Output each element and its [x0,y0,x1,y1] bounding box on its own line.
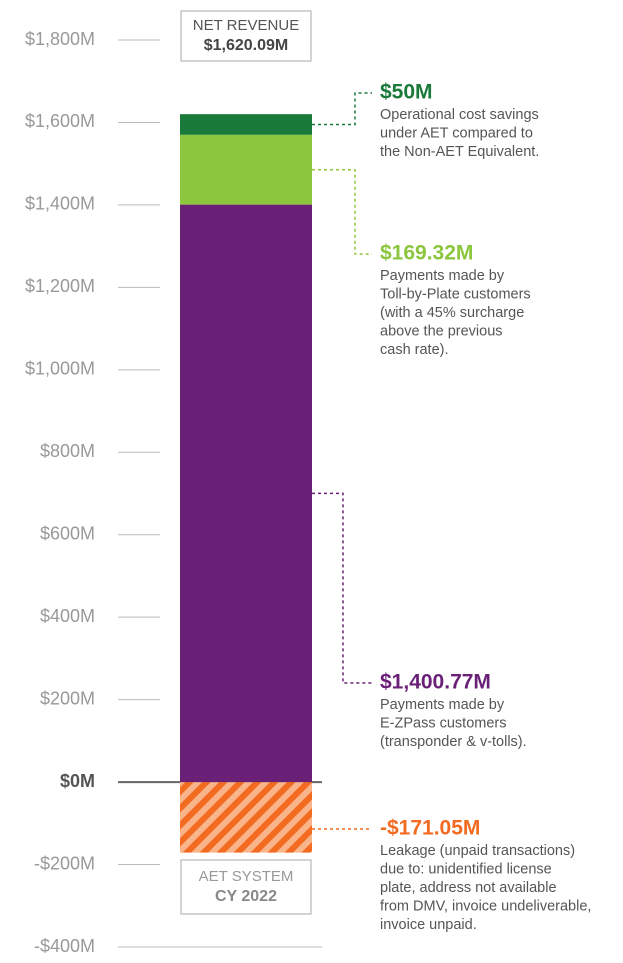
y-tick-label: $600M [40,523,95,543]
annotation-text: Payments made by [380,268,505,284]
value-label: $50M [380,81,433,104]
annotation-text: invoice unpaid. [380,917,477,933]
annotation-text: Operational cost savings [380,107,539,123]
y-tick-label: $1,400M [25,194,95,214]
y-tick-label: -$400M [34,936,95,956]
bar-segment [180,204,312,783]
annotation-text: under AET compared to [380,125,533,141]
annotation-text: Toll-by-Plate customers [380,286,531,302]
annotation-text: due to: unidentified license [380,861,552,877]
annotation-text: the Non-AET Equivalent. [380,144,539,160]
annotation-text: E-ZPass customers [380,715,507,731]
bar-segment [180,134,312,205]
connector [312,92,372,126]
annotation-text: cash rate). [380,342,449,358]
label-box [180,859,312,915]
annotation-text: Leakage (unpaid transactions) [380,843,575,859]
box-value: CY 2022 [215,888,277,905]
y-tick-label: $1,600M [25,111,95,131]
bar-segment [180,114,312,135]
box-value: $1,620.09M [204,37,289,54]
annotation-text: (transponder & v-tolls). [380,734,527,750]
y-tick-label: $200M [40,688,95,708]
annotation-text: Payments made by [380,697,505,713]
y-tick-label: $1,000M [25,359,95,379]
value-label: -$171.05M [380,817,480,840]
annotation-text: above the previous [380,323,503,339]
y-tick-label: $400M [40,606,95,626]
bar-segment [180,782,312,853]
value-label: $169.32M [380,242,473,265]
y-tick-label: -$200M [34,853,95,873]
y-tick-label: $1,800M [25,29,95,49]
box-title: NET REVENUE [193,17,299,34]
connector [312,492,372,684]
y-tick-label: $1,200M [25,276,95,296]
y-tick-label: $800M [40,441,95,461]
label-box [180,10,312,62]
annotation-text: (with a 45% surcharge [380,305,524,321]
box-title: AET SYSTEM [199,868,294,885]
annotation-text: from DMV, invoice undeliverable, [380,898,591,914]
annotation-text: plate, address not available [380,880,557,896]
connector [312,168,372,255]
value-label: $1,400.77M [380,671,491,694]
y-tick-label: $0M [60,771,95,791]
